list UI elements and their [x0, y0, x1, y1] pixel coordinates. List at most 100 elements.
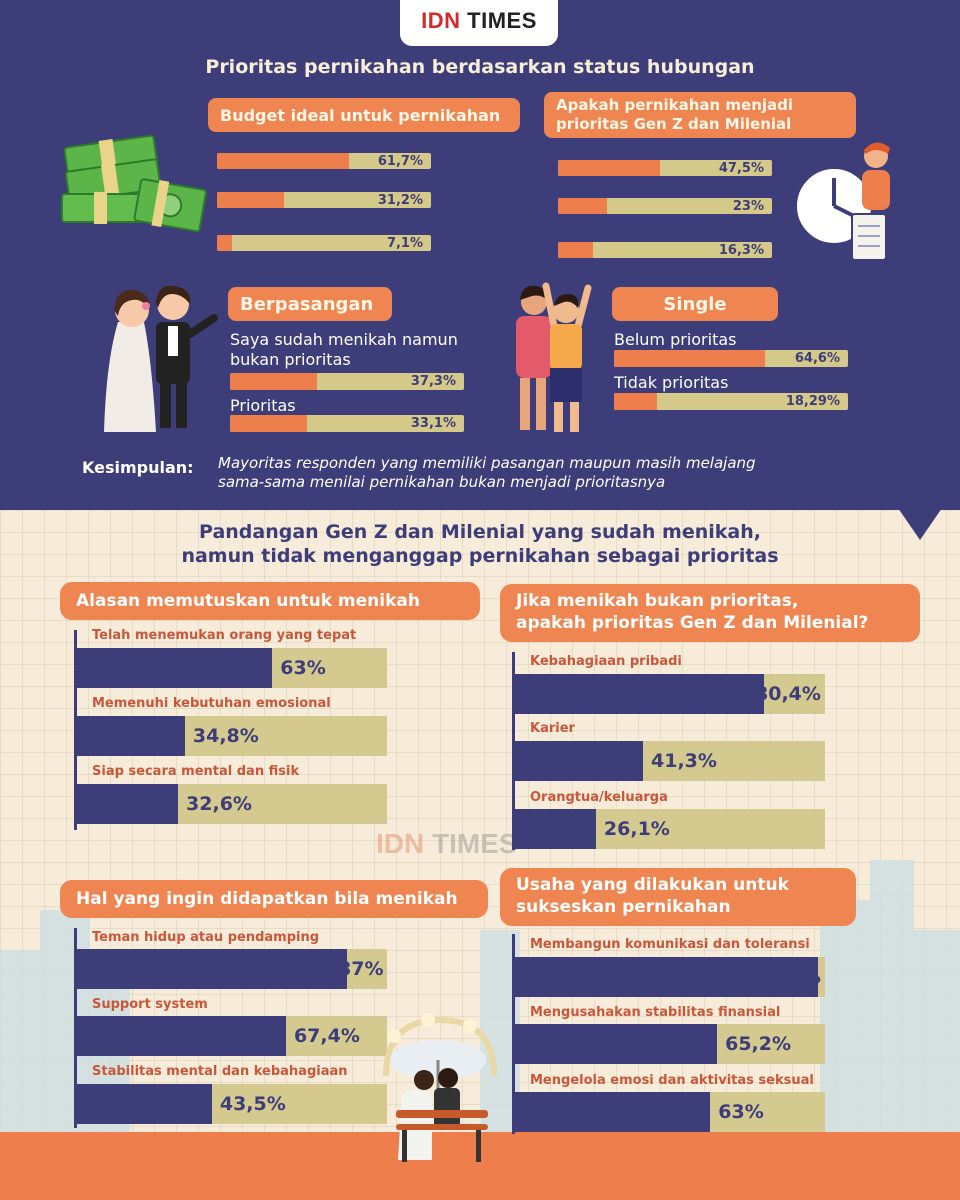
single-title: Single: [663, 293, 727, 315]
hal-cat-1: Teman hidup atau pendamping: [92, 930, 320, 945]
jika-bar-2-value: 41,3%: [651, 750, 717, 772]
budget-title: Budget ideal untuk pernikahan: [220, 105, 501, 125]
jika-bar-1-fill: [515, 674, 765, 714]
usaha-bar-3-value: 63%: [718, 1101, 764, 1123]
bottom-title-line2: namun tidak menganggap pernikahan sebaga…: [181, 545, 779, 567]
budget-bar-2-fill: [217, 192, 284, 208]
hal-bar-3-fill: [77, 1084, 212, 1124]
jika-title-pill: Jika menikah bukan prioritas, apakah pri…: [500, 584, 920, 642]
usaha-bar-2: 65,2%: [515, 1024, 825, 1064]
berpasangan-item1-line2: bukan prioritas: [230, 350, 351, 369]
logo-times: TIMES: [467, 8, 537, 33]
jika-cat-2: Karier: [530, 721, 575, 736]
single-bar-1-fill: [614, 350, 766, 367]
alasan-cat-1: Telah menemukan orang yang tepat: [92, 628, 357, 643]
alasan-cat-3: Siap secara mental dan fisik: [92, 764, 300, 779]
hal-bar-3-value: 43,5%: [219, 1093, 286, 1115]
usaha-bar-2-fill: [515, 1024, 718, 1064]
berpasangan-item2-text: Prioritas: [230, 396, 296, 415]
single-bar-1-label: 64,6%: [794, 351, 840, 366]
alasan-title-pill: Alasan memutuskan untuk menikah: [60, 582, 480, 620]
hal-bar-2: 67,4%: [77, 1016, 387, 1056]
jika-axis: [512, 652, 515, 850]
priority-bar-2: 23%: [558, 198, 772, 214]
alasan-axis: [74, 630, 77, 830]
hal-bar-2-value: 67,4%: [293, 1025, 360, 1047]
usaha-title-line2: sukseskan pernikahan: [516, 897, 731, 917]
priority-title-line2: prioritas Gen Z dan Milenial: [556, 115, 792, 133]
berpasangan-bar-1-fill: [230, 373, 318, 390]
priority-bar-1-fill: [558, 160, 660, 176]
budget-bar-1-fill: [217, 153, 350, 169]
hal-cat-2: Support system: [92, 997, 208, 1012]
usaha-bar-1-value: 97,8%: [755, 966, 821, 988]
usaha-axis: [512, 934, 515, 1134]
alasan-bar-2-fill: [77, 716, 185, 756]
priority-bar-1-label: 47,5%: [718, 160, 764, 176]
priority-bar-1: 47,5%: [558, 160, 772, 176]
conclusion-text: Mayoritas responden yang memiliki pasang…: [218, 454, 898, 492]
jika-title-line2: apakah prioritas Gen Z dan Milenial?: [516, 613, 869, 633]
berpasangan-bar-1: 37,3%: [230, 373, 464, 390]
priority-bar-3-label: 16,3%: [718, 242, 764, 258]
single-bar-2: 18,29%: [614, 393, 848, 410]
alasan-bar-3-fill: [77, 784, 179, 824]
alasan-bar-3-value: 32,6%: [186, 793, 252, 815]
berpasangan-bar-2-fill: [230, 415, 308, 432]
budget-bar-3-fill: [217, 235, 233, 251]
berpasangan-bar-2-label: 33,1%: [410, 416, 456, 431]
berpasangan-title: Berpasangan: [240, 293, 374, 315]
hal-title-pill: Hal yang ingin didapatkan bila menikah: [60, 880, 488, 918]
single-people-icon: [516, 282, 592, 432]
clock-man-icon: [791, 142, 890, 261]
priority-title-line1: Apakah pernikahan menjadi: [556, 96, 794, 114]
priority-bar-2-fill: [558, 198, 608, 214]
watermark-times: TIMES: [432, 828, 518, 859]
alasan-title: Alasan memutuskan untuk menikah: [76, 591, 420, 611]
hal-cat-3: Stabilitas mental dan kebahagiaan: [92, 1064, 348, 1079]
logo-idn: IDN: [421, 8, 461, 33]
watermark-idn: IDN: [376, 828, 425, 859]
budget-bar-1: 61,7%: [217, 153, 431, 169]
hal-title: Hal yang ingin didapatkan bila menikah: [76, 889, 458, 909]
usaha-cat-3: Mengelola emosi dan aktivitas seksual: [530, 1073, 814, 1088]
bottom-title-line1: Pandangan Gen Z dan Milenial yang sudah …: [199, 521, 761, 543]
budget-bar-3-label: 7,1%: [386, 235, 423, 251]
budget-bar-3: 7,1%: [217, 235, 431, 251]
priority-bar-3-fill: [558, 242, 593, 258]
jika-bar-1-value: 80,4%: [755, 683, 821, 705]
conclusion-line2: sama-sama menilai pernikahan bukan menja…: [218, 473, 666, 491]
priority-title-pill: Apakah pernikahan menjadi prioritas Gen …: [544, 92, 856, 138]
jika-bar-3-fill: [515, 809, 596, 849]
usaha-bar-1-fill: [515, 957, 819, 997]
hal-bar-3: 43,5%: [77, 1084, 387, 1124]
jika-cat-1: Kebahagiaan pribadi: [530, 654, 682, 669]
money-stack-icon: [61, 134, 207, 233]
single-item2-text: Tidak prioritas: [614, 373, 729, 392]
jika-bar-1: 80,4%: [515, 674, 825, 714]
berpasangan-item1-line1: Saya sudah menikah namun: [230, 330, 458, 349]
usaha-bar-1: 97,8%: [515, 957, 825, 997]
hal-bar-1-fill: [77, 949, 347, 989]
bottom-panel: [0, 510, 960, 1200]
hal-bar-2-fill: [77, 1016, 286, 1056]
idn-times-watermark: IDN TIMES: [376, 828, 518, 860]
jika-bar-3: 26,1%: [515, 809, 825, 849]
usaha-cat-2: Mengusahakan stabilitas finansial: [530, 1005, 781, 1020]
alasan-cat-2: Memenuhi kebutuhan emosional: [92, 696, 331, 711]
idn-times-logo: IDN TIMES: [400, 0, 558, 46]
usaha-bar-3: 63%: [515, 1092, 825, 1132]
jika-bar-3-value: 26,1%: [603, 818, 670, 840]
bride-groom-icon: [104, 285, 218, 432]
bottom-title: Pandangan Gen Z dan Milenial yang sudah …: [0, 520, 960, 568]
single-bar-2-label: 18,29%: [785, 394, 840, 409]
budget-bar-1-label: 61,7%: [377, 153, 423, 169]
berpasangan-bar-1-label: 37,3%: [410, 374, 456, 389]
hal-bar-1-value: 87%: [338, 958, 384, 980]
berpasangan-title-pill: Berpasangan: [228, 287, 392, 321]
budget-title-pill: Budget ideal untuk pernikahan: [208, 98, 520, 132]
berpasangan-item1-text: Saya sudah menikah namun bukan prioritas: [230, 330, 458, 370]
budget-bar-2: 31,2%: [217, 192, 431, 208]
conclusion-label: Kesimpulan:: [82, 458, 194, 477]
jika-bar-2: 41,3%: [515, 741, 825, 781]
